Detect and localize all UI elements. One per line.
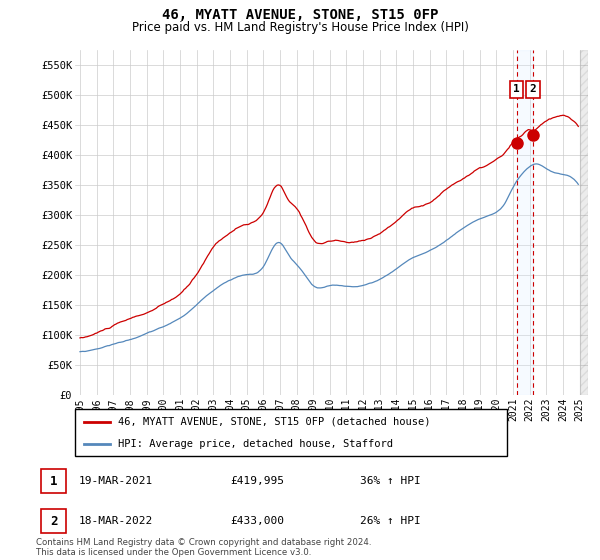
Text: 19-MAR-2021: 19-MAR-2021	[79, 476, 154, 486]
Text: Contains HM Land Registry data © Crown copyright and database right 2024.
This d: Contains HM Land Registry data © Crown c…	[36, 538, 371, 557]
Bar	[580, 50, 588, 395]
Text: Price paid vs. HM Land Registry's House Price Index (HPI): Price paid vs. HM Land Registry's House …	[131, 21, 469, 34]
Text: 46, MYATT AVENUE, STONE, ST15 0FP (detached house): 46, MYATT AVENUE, STONE, ST15 0FP (detac…	[118, 417, 431, 427]
Text: 2: 2	[530, 85, 536, 94]
Text: 36% ↑ HPI: 36% ↑ HPI	[360, 476, 421, 486]
Text: 26% ↑ HPI: 26% ↑ HPI	[360, 516, 421, 526]
Text: 2: 2	[50, 515, 58, 528]
Text: 46, MYATT AVENUE, STONE, ST15 0FP: 46, MYATT AVENUE, STONE, ST15 0FP	[162, 8, 438, 22]
Text: HPI: Average price, detached house, Stafford: HPI: Average price, detached house, Staf…	[118, 438, 393, 449]
Text: 18-MAR-2022: 18-MAR-2022	[79, 516, 154, 526]
FancyBboxPatch shape	[41, 509, 66, 533]
FancyBboxPatch shape	[75, 409, 507, 456]
Text: £419,995: £419,995	[230, 476, 284, 486]
Text: 1: 1	[513, 85, 520, 94]
Text: £433,000: £433,000	[230, 516, 284, 526]
Bar	[517, 50, 533, 395]
FancyBboxPatch shape	[41, 469, 66, 493]
Text: 1: 1	[50, 474, 58, 488]
